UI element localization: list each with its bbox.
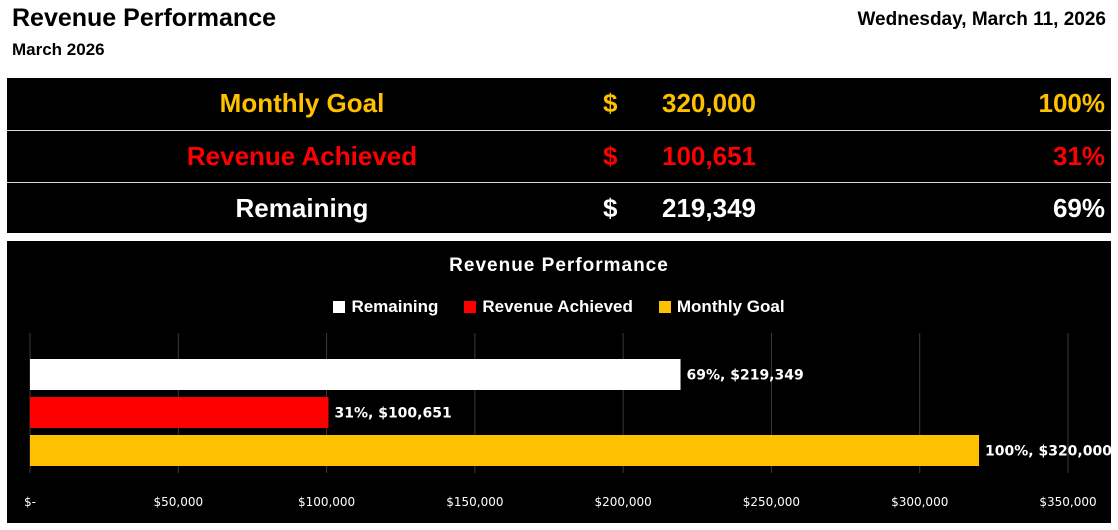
bar-data-label: 69%, $219,349 [687,368,804,384]
legend-swatch [464,301,477,313]
summary-amount: 320,000 [662,88,756,118]
x-tick-label: $150,000 [446,495,503,509]
summary-percent: 100% [1038,88,1106,118]
bar-data-label: 100%, $320,000 [985,444,1111,460]
summary-percent: 69% [1052,193,1105,223]
chart-plot: $- $50,000 $100,000 $150,000 $200,000 $250,00… [24,333,1111,509]
legend-item-revenue-achieved: Revenue Achieved [464,297,633,317]
summary-currency: $ [603,141,618,171]
legend-swatch [333,301,346,313]
summary-row-monthly-goal: Monthly Goal $ 320,000 100% [7,78,1111,129]
legend-label: Remaining [351,297,439,316]
summary-amount: 219,349 [662,193,756,223]
summary-amount: 100,651 [662,141,756,171]
x-tick-label: $100,000 [298,495,355,509]
bar-monthly-goal [30,435,980,466]
summary-label: Monthly Goal [219,88,385,118]
legend-label: Revenue Achieved [482,297,633,316]
summary-currency: $ [603,88,618,118]
chart-legend: Remaining Revenue Achieved Monthly Goal [7,297,1111,317]
summary-label: Revenue Achieved [186,141,418,171]
summary-currency: $ [603,193,618,223]
x-tick-label: $250,000 [743,495,800,509]
legend-swatch [658,301,671,313]
page-subtitle: March 2026 [12,40,105,59]
page-title: Revenue Performance [12,4,277,32]
summary-row-remaining: Remaining $ 219,349 69% [7,182,1111,234]
bar-data-label: 31%, $100,651 [335,406,452,422]
chart-title: Revenue Performance [449,255,669,276]
legend-item-monthly-goal: Monthly Goal [658,297,785,317]
x-tick-label: $350,000 [1039,495,1096,509]
legend-item-remaining: Remaining [333,297,438,317]
summary-row-revenue-achieved: Revenue Achieved $ 100,651 31% [7,130,1111,182]
x-tick-label: $50,000 [153,495,203,509]
bar-remaining [30,359,681,390]
revenue-chart: $- $50,000 $100,000 $150,000 $200,000 $250,00… [7,241,1111,523]
summary-percent: 31% [1052,141,1105,171]
x-tick-label: $300,000 [891,495,948,509]
legend-label: Monthly Goal [676,297,785,316]
bar-revenue-achieved [30,397,329,428]
summary-label: Remaining [235,193,369,223]
x-tick-label: $200,000 [595,495,652,509]
x-tick-label: $- [24,495,36,509]
current-date: Wednesday, March 11, 2026 [857,9,1106,30]
summary-table: Monthly Goal $ 320,000 100% Revenue Achi… [7,78,1111,233]
